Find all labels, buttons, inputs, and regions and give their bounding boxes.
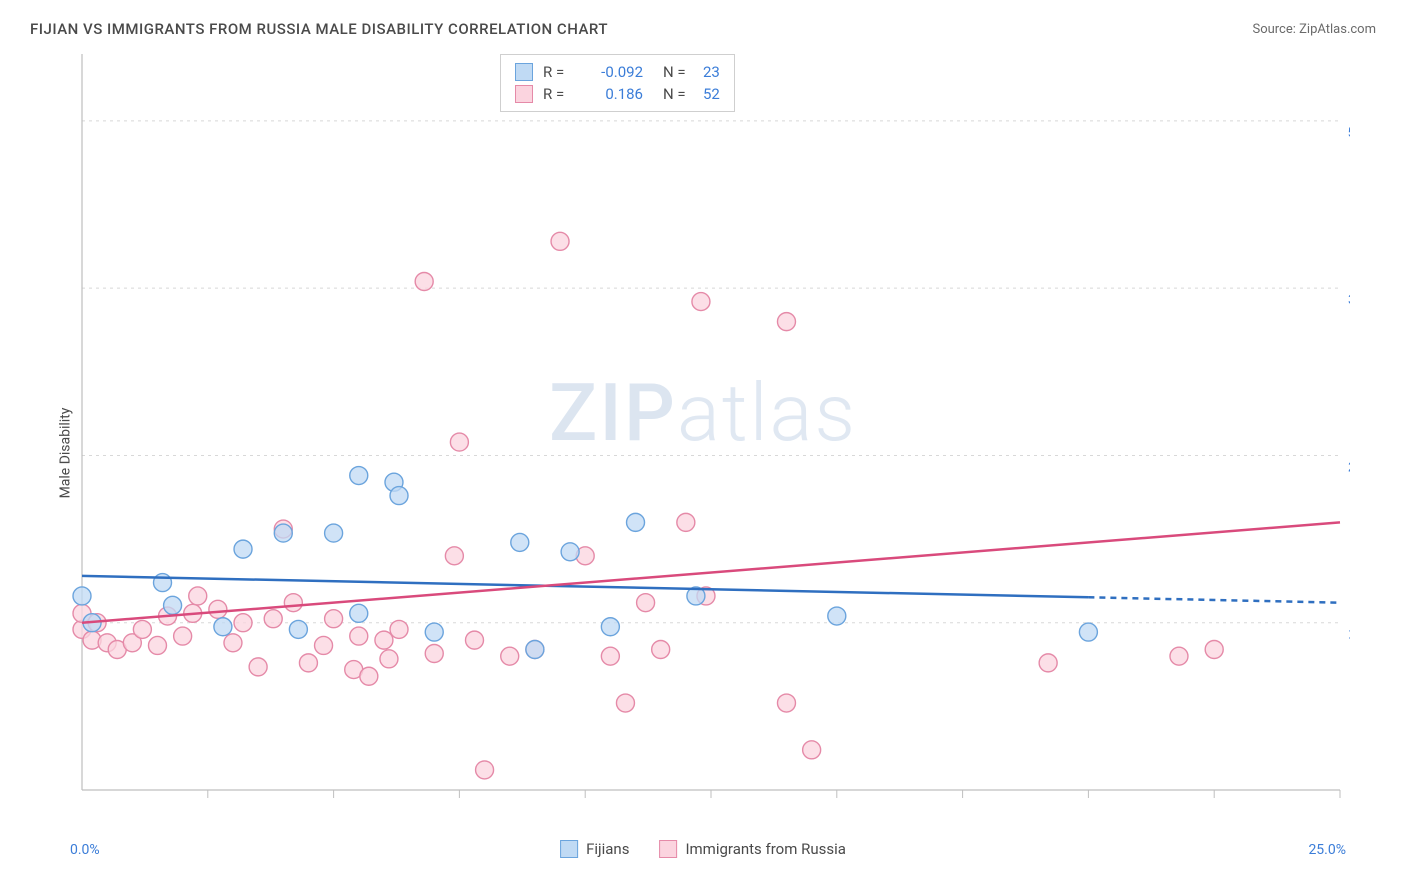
scatter-plot: 50.0% 37.5% 25.0% 12.5%	[70, 48, 1350, 848]
n-value-2: 52	[703, 85, 720, 103]
legend-swatch-2	[659, 840, 677, 858]
chart-title: FIJIAN VS IMMIGRANTS FROM RUSSIA MALE DI…	[30, 20, 608, 38]
r-value-2: 0.186	[583, 85, 643, 103]
chart-area: Male Disability ZIPatlas 50.0%37.5%25.0%…	[30, 48, 1376, 858]
n-label-1: N =	[663, 63, 693, 81]
swatch-series1	[515, 63, 533, 81]
r-label-1: R =	[543, 63, 573, 81]
stats-legend-box: R = -0.092 N = 23 R = 0.186 N = 52	[500, 54, 735, 112]
swatch-series2	[515, 85, 533, 103]
svg-text:37.5%: 37.5%	[1348, 291, 1350, 307]
bottom-legend: Fijians Immigrants from Russia	[560, 840, 846, 858]
r-value-1: -0.092	[583, 63, 643, 81]
legend-swatch-1	[560, 840, 578, 858]
legend-item-1: Fijians	[560, 840, 629, 858]
stats-row-2: R = 0.186 N = 52	[515, 83, 720, 105]
svg-text:12.5%: 12.5%	[1348, 626, 1350, 642]
legend-label-1: Fijians	[586, 840, 629, 858]
legend-label-2: Immigrants from Russia	[685, 840, 845, 858]
svg-text:50.0%: 50.0%	[1348, 124, 1350, 140]
n-value-1: 23	[703, 63, 720, 81]
chart-source: Source: ZipAtlas.com	[1252, 22, 1376, 37]
x-axis-max-label: 25.0%	[1308, 842, 1346, 858]
stats-row-1: R = -0.092 N = 23	[515, 61, 720, 83]
x-axis-origin-label: 0.0%	[70, 842, 100, 858]
legend-item-2: Immigrants from Russia	[659, 840, 845, 858]
svg-text:25.0%: 25.0%	[1348, 458, 1350, 474]
n-label-2: N =	[663, 85, 693, 103]
r-label-2: R =	[543, 85, 573, 103]
